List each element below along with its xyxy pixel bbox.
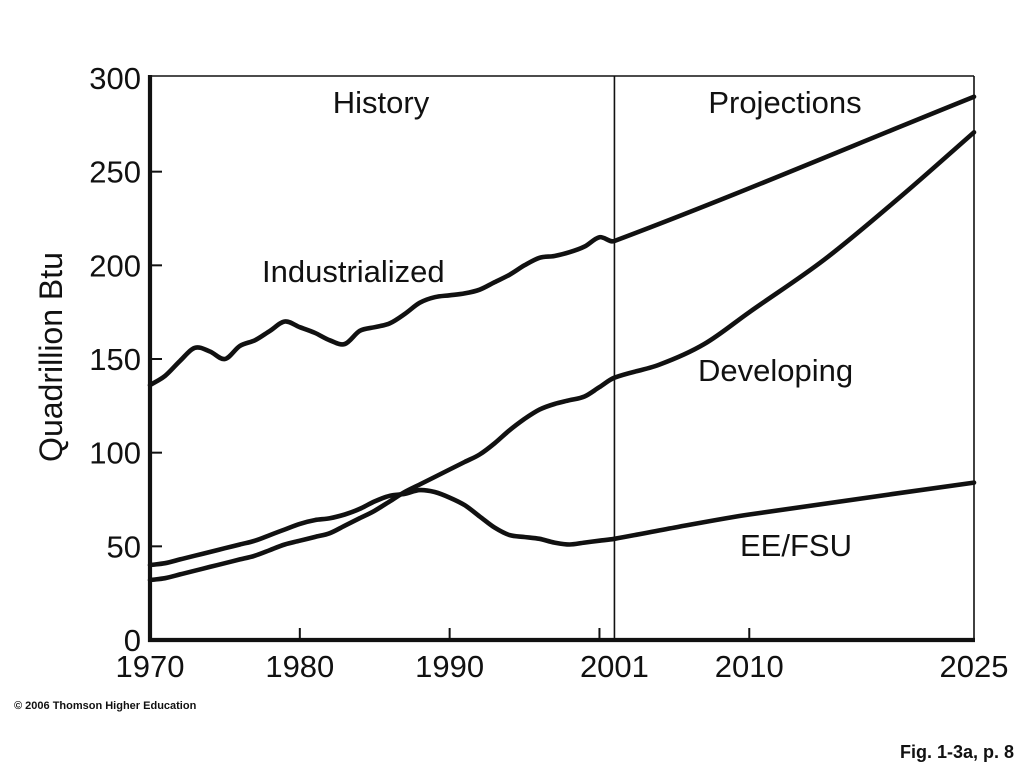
series-label-ee-fsu: EE/FSU — [740, 528, 852, 563]
y-tick-label-150: 150 — [89, 342, 141, 377]
y-tick-label-300: 300 — [89, 61, 141, 96]
tick-marks — [150, 170, 751, 640]
series-line-industrialized — [147, 94, 977, 388]
y-tick-label-50: 50 — [107, 529, 141, 564]
series-label-industrialized: Industrialized — [262, 254, 445, 289]
x-tick-label-2025: 2025 — [940, 649, 1009, 684]
y-axis-label: Quadrillion Btu — [33, 252, 69, 462]
x-tick-label-1970: 1970 — [116, 649, 185, 684]
region-label-history: History — [333, 85, 430, 120]
series-line-ee-fsu — [147, 480, 977, 568]
x-tick-label-2001: 2001 — [580, 649, 649, 684]
figure-caption: Fig. 1-3a, p. 8 — [900, 742, 1014, 762]
x-tick-label-2010: 2010 — [715, 649, 784, 684]
y-tick-labels: 0 50 100 150 200 250 300 — [89, 61, 141, 658]
y-tick-label-0: 0 — [124, 623, 141, 658]
series-line-developing — [147, 130, 977, 583]
x-tick-label-1990: 1990 — [415, 649, 484, 684]
region-label-projections: Projections — [708, 85, 861, 120]
x-tick-label-1980: 1980 — [265, 649, 334, 684]
y-tick-label-100: 100 — [89, 436, 141, 471]
series-label-developing: Developing — [698, 353, 853, 388]
y-tick-label-200: 200 — [89, 248, 141, 283]
y-tick-label-250: 250 — [89, 155, 141, 190]
copyright-notice: © 2006 Thomson Higher Education — [14, 700, 197, 712]
x-tick-labels: 1970 1980 1990 2001 2010 2025 — [116, 649, 1009, 684]
series-lines — [147, 94, 977, 583]
